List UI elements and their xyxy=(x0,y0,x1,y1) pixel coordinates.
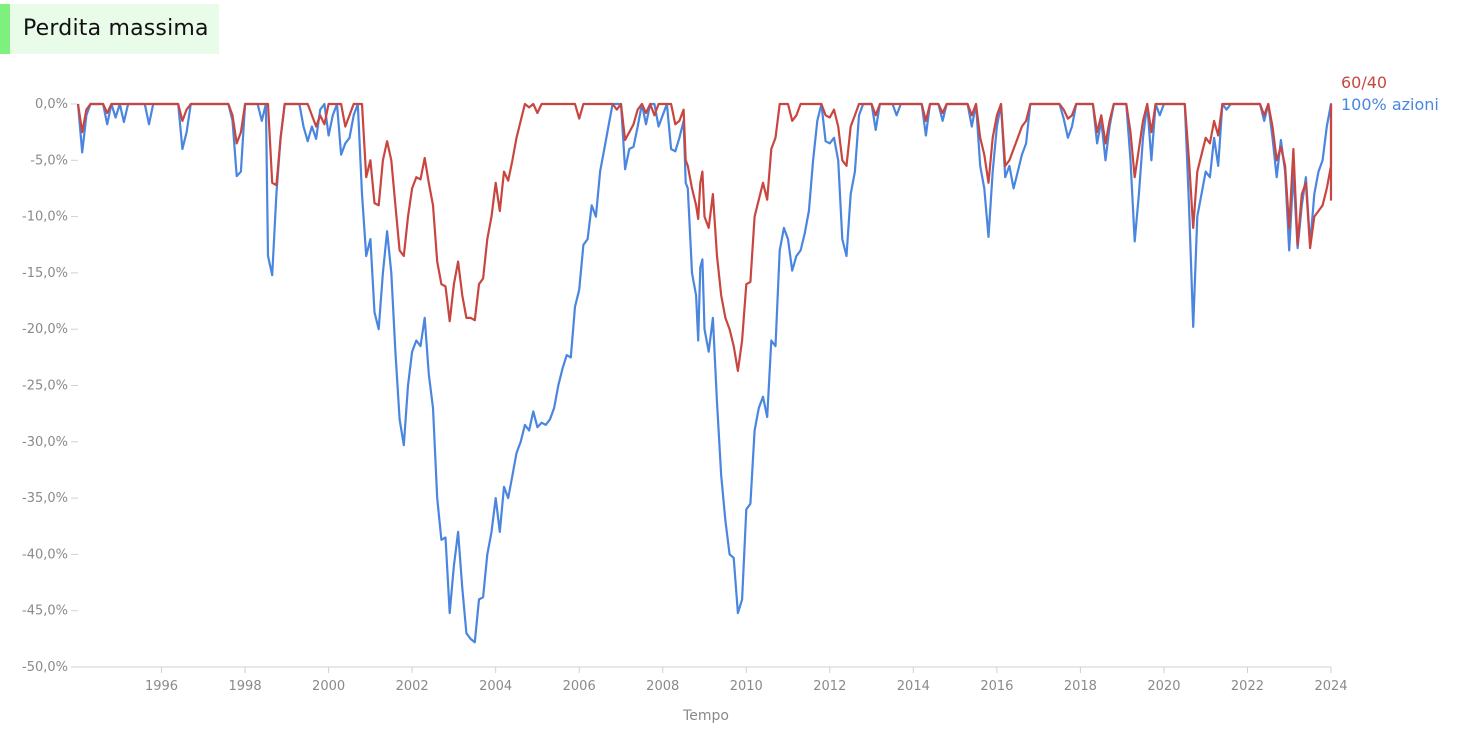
series-line-100-azioni xyxy=(76,102,1333,644)
y-tick-label: -40,0% xyxy=(22,547,68,562)
legend: 60/40 100% azioni xyxy=(1341,73,1439,114)
x-tick-label: 2000 xyxy=(312,679,345,694)
y-tick-label: 0,0% xyxy=(35,97,68,112)
x-tick-label: 2006 xyxy=(563,679,596,694)
x-axis: 1996 1998 2000 2002 2004 2006 2008 2010 2012 2014… xyxy=(145,667,1348,694)
y-tick-label: -45,0% xyxy=(22,604,68,619)
x-tick-label: 2016 xyxy=(980,679,1013,694)
series-layer xyxy=(76,102,1333,644)
legend-label: 100% azioni xyxy=(1341,95,1439,114)
x-tick-label: 2004 xyxy=(479,679,512,694)
legend-label: 60/40 xyxy=(1341,73,1387,92)
x-axis-title: Tempo xyxy=(682,708,729,724)
y-tick-label: -10,0% xyxy=(22,210,68,225)
y-tick-label: -25,0% xyxy=(22,379,68,394)
x-tick-label: 2022 xyxy=(1231,679,1264,694)
y-tick-label: -50,0% xyxy=(22,660,68,675)
x-tick-label: 2002 xyxy=(396,679,429,694)
x-tick-label: 2010 xyxy=(730,679,763,694)
x-tick-label: 2018 xyxy=(1064,679,1097,694)
y-tick-label: -5,0% xyxy=(30,153,68,168)
x-tick-label: 2024 xyxy=(1314,679,1347,694)
x-tick-label: 2014 xyxy=(897,679,930,694)
series-line-60-40 xyxy=(76,102,1333,372)
x-tick-label: 1996 xyxy=(145,679,178,694)
x-tick-label: 2012 xyxy=(813,679,846,694)
y-tick-label: -35,0% xyxy=(22,491,68,506)
x-tick-label: 2020 xyxy=(1147,679,1180,694)
chart-title: Perdita massima xyxy=(23,16,209,41)
chart-title-box: Perdita massima xyxy=(0,4,219,54)
x-tick-label: 1998 xyxy=(229,679,262,694)
y-tick-label: -15,0% xyxy=(22,266,68,281)
y-tick-label: -20,0% xyxy=(22,322,68,337)
x-tick-label: 2008 xyxy=(646,679,679,694)
y-axis: 0,0% -5,0% -10,0% -15,0% -20,0% -25,0% -30,0% -… xyxy=(22,97,78,675)
y-tick-label: -30,0% xyxy=(22,435,68,450)
